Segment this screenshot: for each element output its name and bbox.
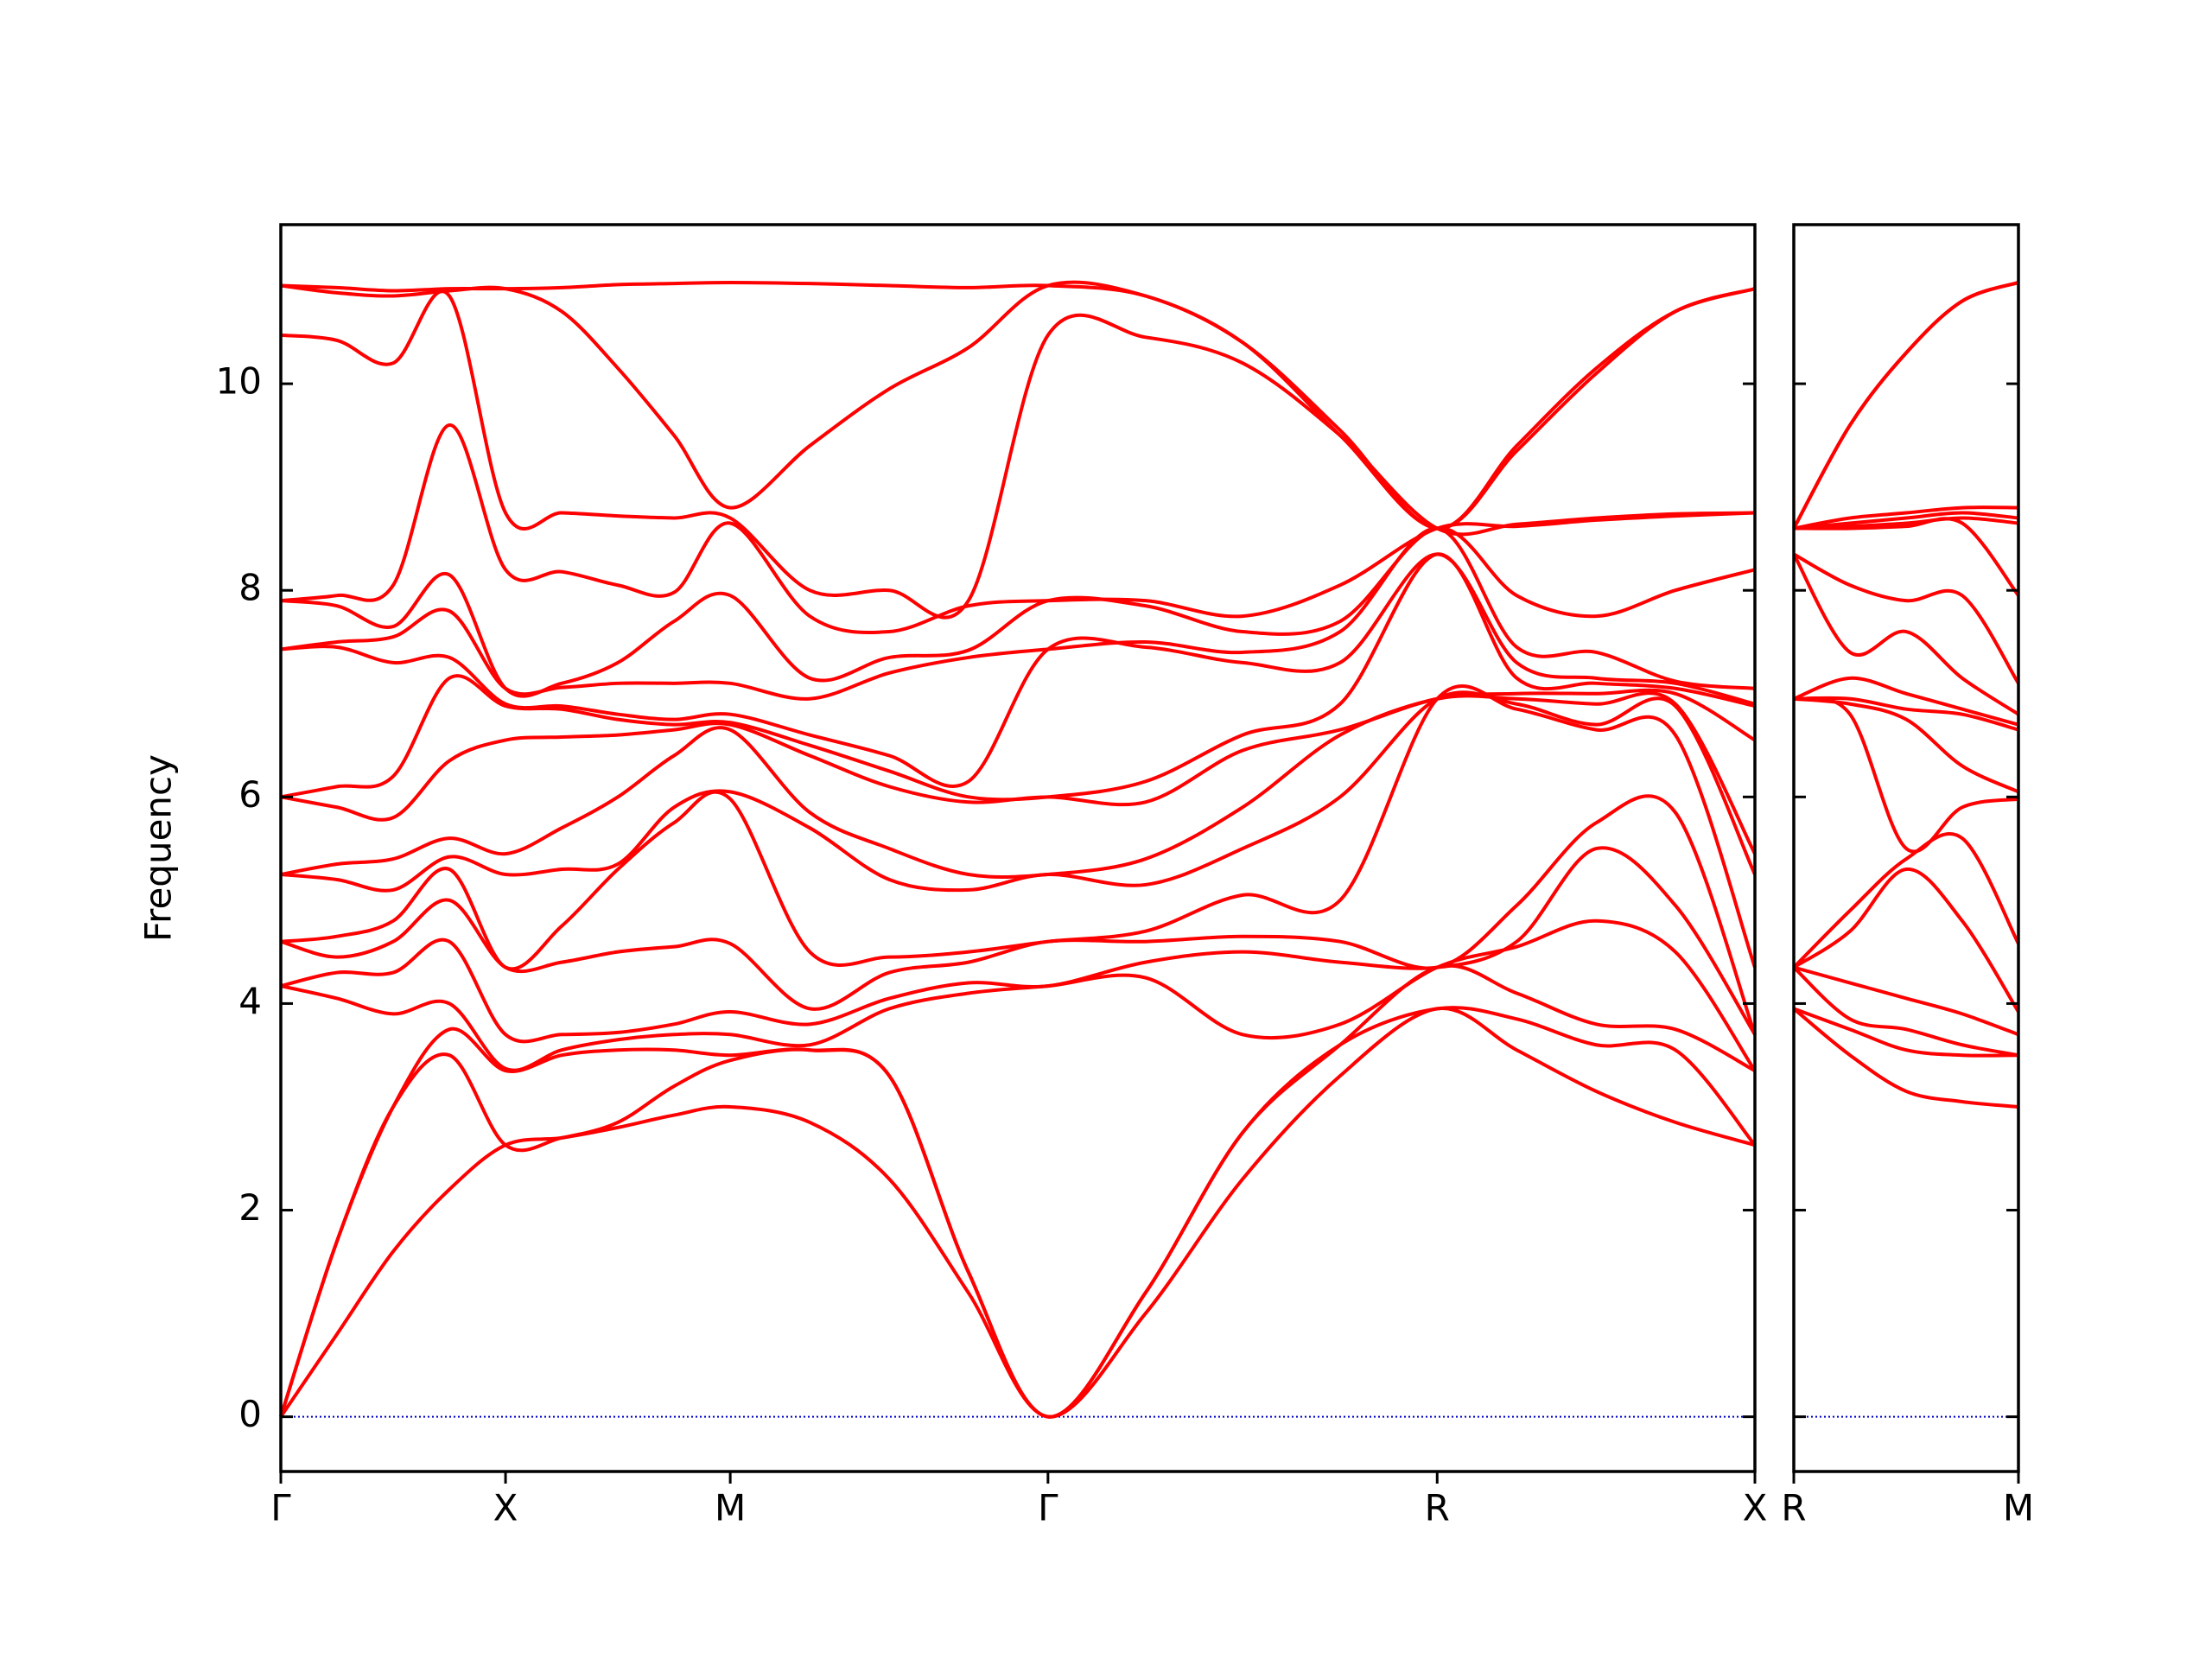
- band-line: [1793, 511, 2019, 531]
- band-line: [1793, 696, 2019, 794]
- y-tick-label: 10: [216, 360, 262, 403]
- band-line: [280, 691, 1757, 879]
- band-line: [280, 918, 1757, 1072]
- x-tick-label: R: [1781, 1487, 1806, 1529]
- x-tick-label: Γ: [1038, 1487, 1058, 1529]
- band-line: [279, 963, 1756, 1419]
- y-tick-label: 2: [238, 1186, 262, 1229]
- y-tick-label: 0: [238, 1393, 262, 1435]
- band-line: [1793, 552, 2020, 684]
- band-line: [1793, 696, 2019, 732]
- band-line: [280, 526, 1756, 701]
- band-line: [1792, 281, 2019, 530]
- x-tick-label: M: [2003, 1487, 2034, 1529]
- x-tick-label: X: [493, 1487, 518, 1529]
- x-tick-label: R: [1425, 1487, 1450, 1529]
- band-line: [1793, 516, 2019, 531]
- x-tick-label: X: [1743, 1487, 1768, 1529]
- y-axis-label: Frequency: [137, 754, 180, 942]
- plot-frame: [279, 223, 1757, 1473]
- band-line: [280, 289, 1756, 620]
- band-line: [280, 423, 1756, 634]
- y-tick-label: 6: [238, 773, 262, 816]
- band-line: [279, 1007, 1756, 1419]
- band-line: [280, 846, 1757, 1044]
- band-line: [1792, 832, 2020, 969]
- band-line: [280, 552, 1756, 802]
- band-line: [1792, 553, 2020, 716]
- band-line: [280, 552, 1756, 788]
- band-line: [1792, 1007, 2019, 1109]
- band-line: [280, 526, 1756, 698]
- band-line: [280, 690, 1757, 893]
- band-line: [1793, 505, 2019, 531]
- x-tick-label: M: [715, 1487, 746, 1529]
- y-tick-label: 8: [238, 567, 262, 609]
- band-line: [1792, 868, 2020, 1014]
- band-line: [1793, 1007, 2019, 1058]
- band-line: [1793, 965, 2019, 1037]
- band-line: [280, 688, 1757, 822]
- band-line: [1793, 676, 2019, 727]
- band-line: [280, 794, 1757, 1035]
- y-tick-label: 4: [238, 980, 262, 1022]
- band-line: [1792, 966, 2019, 1058]
- band-line: [280, 684, 1757, 971]
- plot-frame: [1792, 223, 2020, 1473]
- x-tick-label: Γ: [270, 1487, 291, 1529]
- band-line: [280, 280, 1756, 531]
